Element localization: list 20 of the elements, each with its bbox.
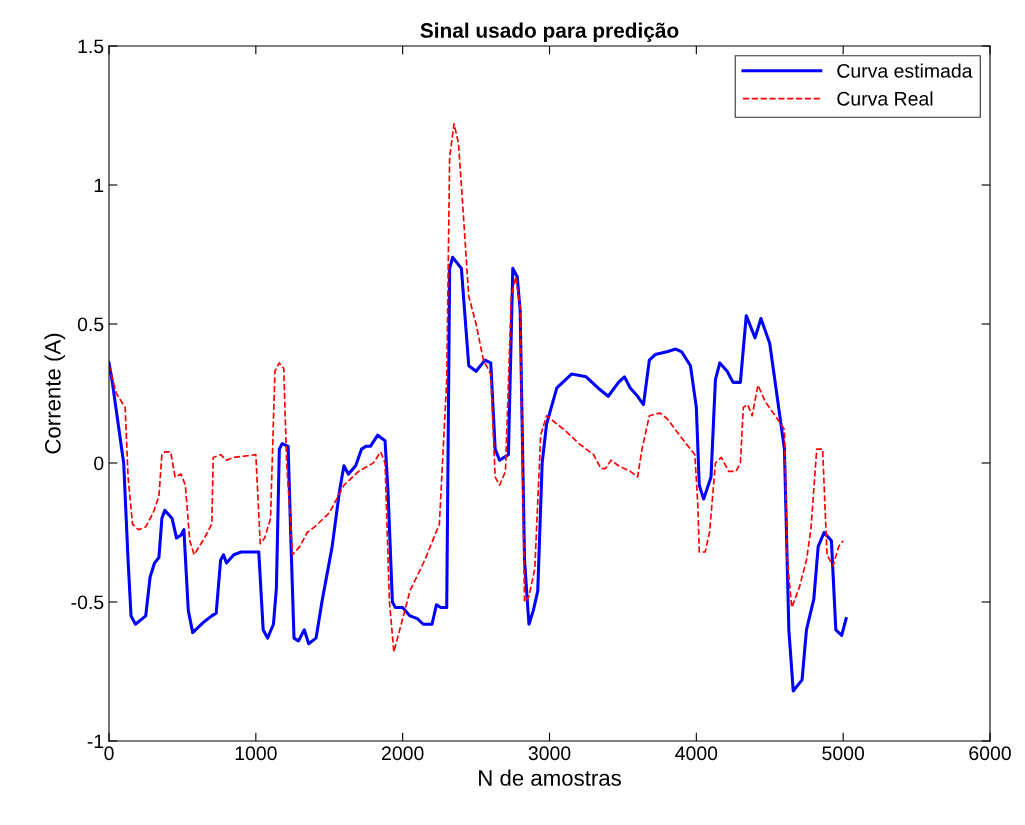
y-tick-label: 0.5	[77, 317, 104, 332]
x-tick-label: 4000	[675, 746, 718, 761]
y-tick-label: -0.5	[71, 595, 104, 610]
legend-label: Curva estimada	[837, 63, 973, 78]
x-tick-label: 3000	[528, 746, 571, 761]
y-tick-label: 1.5	[78, 39, 104, 54]
y-tick-label: 0	[94, 456, 104, 471]
x-axis-title: N de amostras	[479, 769, 621, 786]
x-tick-label: 5000	[822, 746, 865, 761]
chart-title: Sinal usado para predição	[420, 22, 679, 42]
y-tick-label: 1	[94, 178, 104, 193]
x-tick-label: 1000	[235, 746, 277, 761]
x-tick-label: 6000	[969, 746, 1011, 761]
line-series	[109, 255, 848, 693]
legend-label: Curva Real	[837, 91, 933, 106]
line-series	[109, 123, 845, 653]
x-tick-label: 0	[104, 746, 114, 761]
y-axis-title: Corrente (A)	[44, 333, 66, 454]
x-tick-label: 2000	[382, 746, 424, 761]
y-tick-label: -1	[87, 734, 104, 749]
